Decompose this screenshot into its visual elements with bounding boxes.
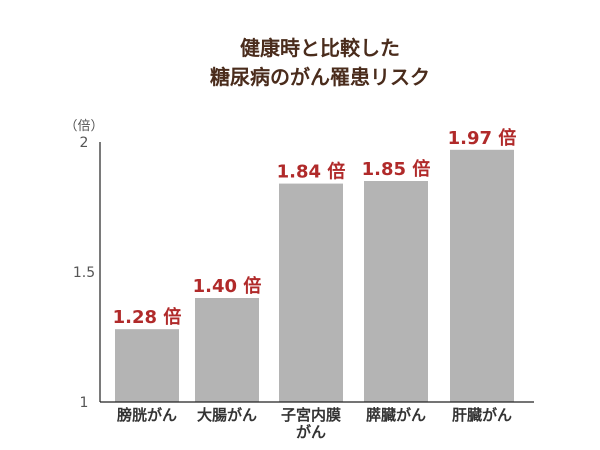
y-tick-label: 1.5: [73, 265, 95, 281]
x-category-label: 肝臓がん: [452, 406, 512, 424]
bar-value-label: 1.84 倍: [277, 161, 346, 183]
bar-value-label: 1.97 倍: [448, 127, 517, 149]
y-tick-label: 1: [80, 395, 89, 411]
chart-title-line-1: 健康時と比較した: [240, 36, 400, 60]
x-category-label: 大腸がん: [197, 406, 257, 424]
bar: [115, 329, 179, 402]
y-tick-label: 2: [80, 135, 89, 151]
x-category-label: 膀胱がん: [117, 406, 177, 424]
bar-value-label: 1.40 倍: [193, 275, 262, 297]
bar: [195, 298, 259, 402]
y-axis-unit: （倍）: [64, 119, 103, 134]
bar: [364, 181, 428, 402]
chart-title-line-2: 糖尿病のがん罹患リスク: [210, 65, 430, 89]
bar: [450, 149, 514, 402]
bar-value-label: 1.28 倍: [113, 306, 182, 328]
bar: [279, 183, 343, 402]
x-category-label: がん: [296, 423, 326, 441]
x-category-label: 膵臓がん: [366, 406, 426, 424]
x-category-label: 子宮内膜: [281, 406, 341, 424]
bar-value-label: 1.85 倍: [362, 158, 431, 180]
